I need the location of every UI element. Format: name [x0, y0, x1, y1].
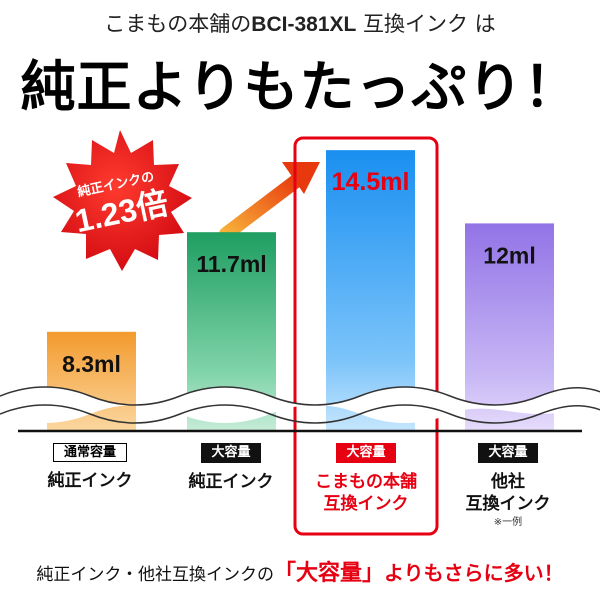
- category-label-3: 大容量 こまもの本舗 互換インク: [306, 441, 426, 515]
- bar-value-label-1: 8.3ml: [62, 351, 121, 377]
- footer-emphasis: 「大容量」: [274, 561, 385, 586]
- subtitle-product-code: BCI-381XL: [251, 13, 357, 36]
- capacity-tag: 大容量: [478, 443, 538, 463]
- category-name: 純正インク: [188, 472, 274, 492]
- headline: 純正よりもたっぷり！: [20, 55, 580, 119]
- capacity-tag: 大容量: [336, 443, 396, 463]
- subtitle: こまもの本舗のBCI-381XL 互換インク は: [0, 10, 600, 39]
- capacity-tag: 大容量: [201, 443, 261, 463]
- example-note: ※一例: [493, 517, 523, 528]
- category-label-1: 通常容量 純正インク: [30, 441, 150, 492]
- footer-pre: 純正インク・他社互換インクの: [36, 565, 275, 585]
- bar-value-label-2: 11.7ml: [196, 251, 266, 277]
- bar-value-label-4: 12ml: [483, 242, 535, 268]
- category-name: 純正インク: [47, 471, 133, 491]
- category-label-4: 大容量 他社 互換インク ※一例: [448, 441, 568, 530]
- growth-arrow-icon: [219, 162, 320, 241]
- capacity-tag: 通常容量: [52, 443, 127, 462]
- axis-break: [0, 386, 600, 424]
- category-name: 他社: [491, 472, 525, 492]
- highlight-frame: [293, 136, 439, 536]
- category-name-line2: 互換インク: [465, 494, 551, 514]
- category-name-line2: 互換インク: [323, 494, 409, 514]
- category-name: こまもの本舗: [315, 472, 417, 492]
- bar-value-label-3: 14.5ml: [332, 168, 410, 196]
- bar-3: [326, 150, 415, 431]
- subtitle-pre: こまもの本舗の: [104, 12, 252, 36]
- footer-post: よりもさらに多い！: [384, 561, 564, 585]
- ratio-badge-burst: [53, 130, 192, 271]
- subtitle-post: 互換インク は: [356, 12, 496, 36]
- category-label-2: 大容量 純正インク: [171, 441, 291, 493]
- footer-tagline: 純正インク・他社互換インクの「大容量」よりもさらに多い！: [0, 558, 600, 590]
